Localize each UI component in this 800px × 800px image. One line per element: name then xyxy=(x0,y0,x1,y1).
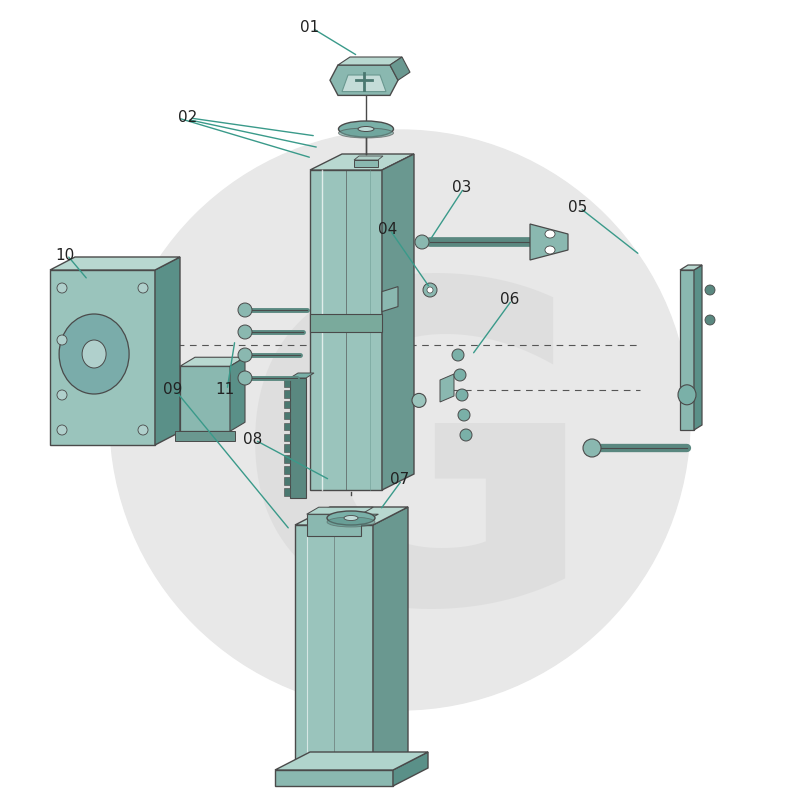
Ellipse shape xyxy=(678,385,696,405)
Polygon shape xyxy=(180,358,245,366)
Circle shape xyxy=(583,439,601,457)
Bar xyxy=(284,488,290,496)
Ellipse shape xyxy=(338,128,394,138)
Text: G: G xyxy=(233,265,598,695)
Polygon shape xyxy=(295,525,373,770)
Polygon shape xyxy=(680,270,694,430)
Polygon shape xyxy=(354,156,383,160)
Text: 04: 04 xyxy=(378,222,398,238)
Bar xyxy=(175,431,235,442)
Bar xyxy=(284,434,290,441)
Bar xyxy=(354,160,378,167)
Polygon shape xyxy=(50,270,155,445)
Circle shape xyxy=(454,369,466,381)
Ellipse shape xyxy=(327,517,375,527)
Circle shape xyxy=(705,285,715,295)
Polygon shape xyxy=(680,265,702,270)
Bar xyxy=(284,390,290,398)
Polygon shape xyxy=(694,265,702,430)
Polygon shape xyxy=(382,154,414,490)
Text: 08: 08 xyxy=(243,433,262,447)
Circle shape xyxy=(238,371,252,385)
Text: 03: 03 xyxy=(452,181,471,195)
Polygon shape xyxy=(373,507,408,770)
Polygon shape xyxy=(310,514,378,525)
Text: 01: 01 xyxy=(300,21,319,35)
Circle shape xyxy=(458,409,470,421)
Polygon shape xyxy=(440,374,454,402)
Circle shape xyxy=(138,283,148,293)
Circle shape xyxy=(238,348,252,362)
Ellipse shape xyxy=(344,515,358,521)
Polygon shape xyxy=(390,57,410,80)
Polygon shape xyxy=(230,358,245,431)
Circle shape xyxy=(456,389,468,401)
Polygon shape xyxy=(338,57,402,65)
Bar xyxy=(284,412,290,419)
Circle shape xyxy=(238,303,252,317)
Bar xyxy=(310,314,382,332)
Bar xyxy=(284,466,290,474)
Circle shape xyxy=(57,335,67,345)
Circle shape xyxy=(423,283,437,297)
Bar xyxy=(284,401,290,409)
Bar xyxy=(284,455,290,463)
Circle shape xyxy=(460,429,472,441)
Ellipse shape xyxy=(82,340,106,368)
Circle shape xyxy=(57,390,67,400)
Ellipse shape xyxy=(545,246,555,254)
Bar xyxy=(284,477,290,485)
Circle shape xyxy=(412,394,426,407)
Polygon shape xyxy=(310,170,382,490)
Circle shape xyxy=(238,325,252,339)
Text: 11: 11 xyxy=(215,382,234,398)
Text: 06: 06 xyxy=(500,293,519,307)
Polygon shape xyxy=(275,752,428,770)
Ellipse shape xyxy=(59,314,129,394)
Circle shape xyxy=(57,283,67,293)
Polygon shape xyxy=(295,507,408,525)
Bar xyxy=(284,445,290,452)
Ellipse shape xyxy=(327,511,375,525)
Polygon shape xyxy=(310,154,414,170)
Polygon shape xyxy=(342,75,386,92)
Circle shape xyxy=(452,349,464,361)
Ellipse shape xyxy=(338,121,394,137)
Polygon shape xyxy=(330,65,398,95)
Polygon shape xyxy=(382,286,398,312)
Polygon shape xyxy=(290,373,314,378)
Bar xyxy=(306,514,362,536)
Polygon shape xyxy=(180,366,230,431)
Polygon shape xyxy=(50,257,180,270)
Polygon shape xyxy=(275,770,393,786)
Polygon shape xyxy=(155,257,180,445)
Circle shape xyxy=(427,287,433,293)
Polygon shape xyxy=(530,224,568,260)
Circle shape xyxy=(138,425,148,435)
Text: 10: 10 xyxy=(55,247,74,262)
Circle shape xyxy=(57,425,67,435)
Ellipse shape xyxy=(545,230,555,238)
Polygon shape xyxy=(393,752,428,786)
Ellipse shape xyxy=(358,126,374,131)
Bar xyxy=(284,379,290,386)
Text: 07: 07 xyxy=(390,473,410,487)
Text: 02: 02 xyxy=(178,110,198,126)
Circle shape xyxy=(110,130,690,710)
Circle shape xyxy=(705,315,715,325)
Bar xyxy=(290,378,306,498)
Text: 05: 05 xyxy=(568,201,587,215)
Text: 09: 09 xyxy=(163,382,182,398)
Polygon shape xyxy=(306,507,374,514)
Circle shape xyxy=(415,235,429,249)
Bar xyxy=(284,422,290,430)
